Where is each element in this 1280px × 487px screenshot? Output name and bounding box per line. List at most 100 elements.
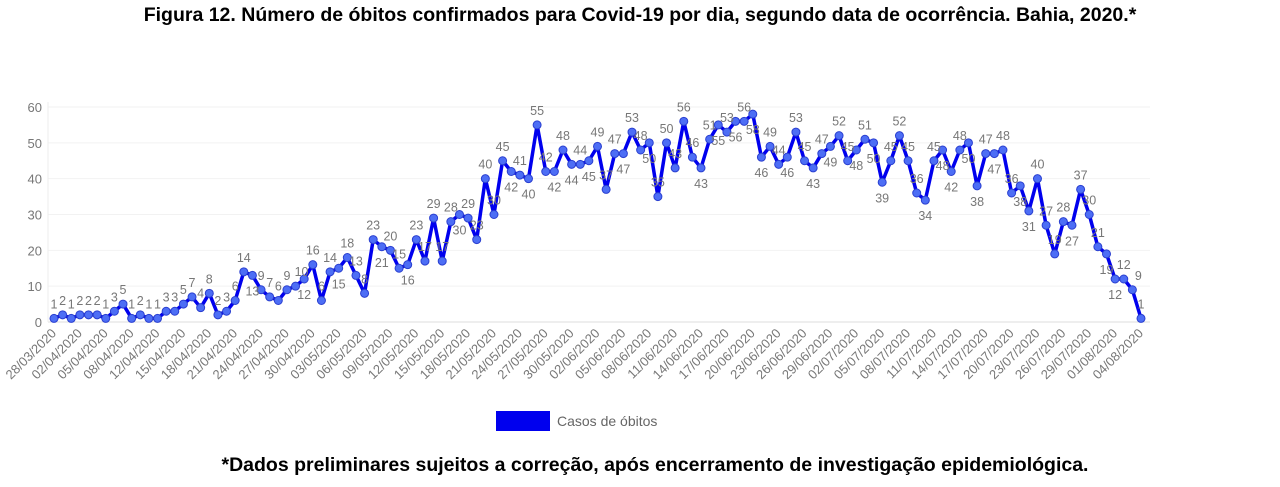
- data-point: [265, 292, 275, 302]
- data-point: [1119, 274, 1129, 284]
- data-point: [178, 299, 188, 309]
- data-point: [1058, 217, 1068, 227]
- data-point: [860, 134, 870, 144]
- data-label: 6: [232, 280, 239, 294]
- data-point: [247, 270, 257, 280]
- data-label: 47: [608, 133, 622, 147]
- data-point: [575, 159, 585, 169]
- data-label: 45: [798, 140, 812, 154]
- legend-swatch: [496, 411, 550, 431]
- data-point: [705, 134, 715, 144]
- data-label: 52: [892, 115, 906, 129]
- data-point: [679, 116, 689, 126]
- data-label: 46: [685, 136, 699, 150]
- data-point: [731, 116, 741, 126]
- data-label: 7: [189, 276, 196, 290]
- data-label: 13: [349, 254, 363, 268]
- data-point: [618, 149, 628, 159]
- data-point: [153, 313, 163, 323]
- data-point: [1110, 274, 1120, 284]
- data-label: 42: [547, 181, 561, 195]
- data-label: 43: [806, 177, 820, 191]
- data-label: 50: [867, 152, 881, 166]
- data-label: 30: [487, 194, 501, 208]
- y-tick-label: 10: [28, 279, 42, 294]
- data-point: [256, 285, 266, 295]
- data-point: [963, 138, 973, 148]
- y-tick-label: 20: [28, 243, 42, 258]
- data-point: [144, 313, 154, 323]
- data-label: 53: [720, 111, 734, 125]
- data-point: [1041, 220, 1051, 230]
- data-label: 37: [599, 168, 613, 182]
- data-label: 1: [128, 297, 135, 311]
- data-point: [360, 288, 370, 298]
- data-label: 43: [668, 147, 682, 161]
- data-point: [1007, 188, 1017, 198]
- data-point: [627, 127, 637, 137]
- data-point: [834, 131, 844, 141]
- data-point: [549, 167, 559, 176]
- data-point: [567, 159, 577, 169]
- data-point: [1084, 210, 1094, 219]
- data-label: 1: [51, 297, 58, 311]
- data-point: [222, 306, 232, 316]
- legend[interactable]: Casos de óbitos: [496, 411, 657, 431]
- data-label: 8: [361, 272, 368, 286]
- data-point: [385, 245, 395, 255]
- data-point: [541, 167, 551, 176]
- data-point: [118, 299, 128, 309]
- data-point: [1032, 174, 1042, 184]
- x-axis: 28/03/202002/04/202005/04/202008/04/2020…: [2, 326, 1146, 383]
- data-label: 41: [513, 154, 527, 168]
- data-point: [299, 274, 309, 284]
- data-point: [722, 127, 732, 137]
- data-label: 56: [677, 100, 691, 114]
- data-label: 8: [206, 272, 213, 286]
- data-label: 23: [366, 219, 380, 233]
- data-point: [446, 217, 456, 227]
- data-label: 47: [815, 133, 829, 147]
- data-label: 23: [409, 219, 423, 233]
- data-point: [696, 163, 706, 173]
- data-label: 15: [392, 247, 406, 261]
- data-label: 56: [737, 100, 751, 114]
- data-point: [316, 296, 326, 305]
- data-label: 28: [444, 201, 458, 215]
- data-point: [808, 163, 818, 173]
- data-label: 49: [763, 125, 777, 139]
- data-point: [230, 296, 240, 305]
- data-label: 14: [237, 251, 251, 265]
- data-label: 29: [427, 197, 441, 211]
- data-point: [239, 267, 249, 277]
- data-label: 29: [461, 197, 475, 211]
- data-label: 16: [306, 244, 320, 258]
- data-label: 1: [1138, 297, 1145, 311]
- data-point: [489, 210, 499, 219]
- data-point: [584, 156, 594, 166]
- data-label: 10: [295, 265, 309, 279]
- data-label: 2: [59, 294, 66, 308]
- data-point: [851, 145, 861, 155]
- data-label: 14: [323, 251, 337, 265]
- data-point: [774, 159, 784, 169]
- data-label: 40: [1031, 158, 1045, 172]
- data-label: 53: [625, 111, 639, 125]
- data-label: 42: [944, 181, 958, 195]
- data-point: [187, 292, 197, 302]
- chart-title: Figura 12. Número de óbitos confirmados …: [143, 4, 1137, 26]
- data-label: 1: [154, 297, 161, 311]
- data-point: [1076, 184, 1086, 194]
- data-point: [351, 270, 361, 280]
- data-point: [411, 235, 421, 245]
- data-label: 51: [858, 118, 872, 132]
- data-label: 2: [85, 294, 92, 308]
- data-label: 27: [1065, 234, 1079, 248]
- data-point: [610, 149, 620, 159]
- data-point: [662, 138, 672, 148]
- data-point: [817, 149, 827, 159]
- data-point: [515, 170, 525, 180]
- data-label: 48: [634, 129, 648, 143]
- data-label: 38: [1013, 195, 1027, 209]
